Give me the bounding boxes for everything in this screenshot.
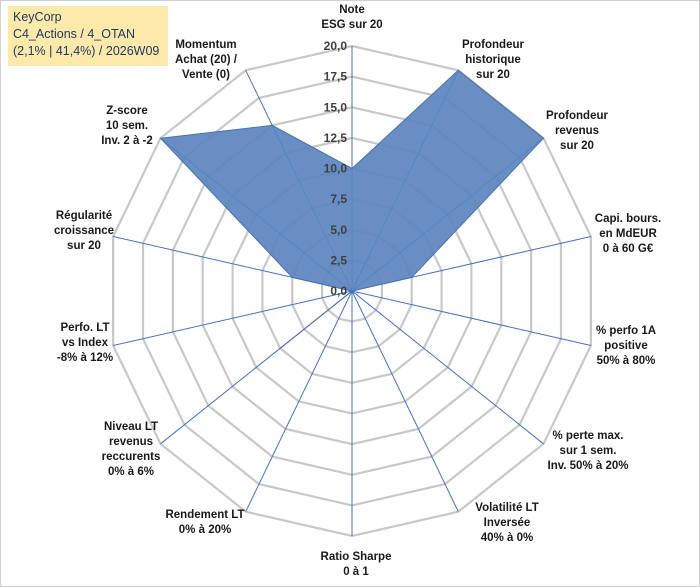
category-label: Volatilité LT Inversée 40% à 0% (475, 502, 538, 544)
category-label: Niveau LT revenus reccurents 0% à 6% (102, 421, 161, 478)
category-label-line: positive (604, 340, 647, 352)
tick-label: 12,5 (324, 131, 348, 145)
category-label-line: reccurents (102, 451, 161, 463)
radar-spoke (351, 290, 459, 512)
category-label-line: revenus (555, 125, 599, 137)
category-label-line: Perfo. LT (61, 322, 110, 334)
performance-summary: (2,1% | 41,4%) / 2026W09 (13, 44, 160, 58)
category-label-line: Note (339, 4, 365, 16)
category-label-line: Inversée (484, 517, 531, 529)
radar-spoke (112, 290, 353, 346)
company-name: KeyCorp (13, 10, 62, 24)
category-label-line: 0 à 60 G€ (603, 243, 654, 255)
portfolio-path: C4_Actions / 4_OTAN (13, 27, 136, 41)
category-label-line: Capi. bours. (595, 213, 661, 225)
category-label: Note ESG sur 20 (321, 4, 382, 31)
category-label-line: Inv. 50% à 20% (548, 460, 629, 472)
category-label-line: ESG sur 20 (321, 19, 382, 31)
category-label-line: Volatilité LT (475, 502, 538, 514)
tick-label: 5,0 (330, 223, 347, 237)
chart-header: KeyCorp C4_Actions / 4_OTAN (2,1% | 41,4… (8, 6, 168, 66)
category-label-line: Régularité (56, 210, 112, 222)
radar-spoke (351, 290, 592, 346)
category-label-line: Achat (20) / (175, 54, 238, 66)
category-label-line: Profondeur (462, 39, 524, 51)
category-label-line: 0% à 6% (108, 466, 154, 478)
category-label-line: Niveau LT (104, 421, 158, 433)
category-label-line: revenus (109, 436, 153, 448)
category-label-line: sur 20 (67, 240, 101, 252)
category-label: Capi. bours. en MdEUR 0 à 60 G€ (595, 213, 661, 255)
category-label-line: historique (465, 54, 521, 66)
category-label-line: Inv. 2 à -2 (101, 135, 153, 147)
tick-label: 10,0 (324, 162, 348, 176)
category-label: Z-score 10 sem. Inv. 2 à -2 (101, 105, 153, 147)
category-label: % perfo 1A positive 50% à 80% (596, 325, 656, 367)
category-label: Profondeur historique sur 20 (462, 39, 524, 81)
category-label-line: vs Index (62, 337, 109, 349)
category-label: % perte max. sur 1 sem. Inv. 50% à 20% (548, 430, 629, 472)
category-label-line: 0 à 1 (343, 566, 369, 578)
tick-label: 20,0 (324, 39, 348, 53)
category-label-line: 0% à 20% (179, 524, 231, 536)
category-label-line: -8% à 12% (57, 352, 113, 364)
category-label: Profondeur revenus sur 20 (546, 110, 608, 152)
category-label: Rendement LT 0% à 20% (165, 509, 244, 536)
category-label-line: Momentum (175, 39, 236, 51)
category-label-line: Z-score (106, 105, 148, 117)
category-label: Ratio Sharpe 0 à 1 (321, 551, 392, 578)
radar-spoke (245, 290, 353, 512)
category-label-line: 50% à 80% (597, 355, 656, 367)
category-label-line: % perte max. (553, 430, 624, 442)
tick-label: 17,5 (324, 70, 348, 84)
category-label-line: en MdEUR (599, 228, 657, 240)
tick-label: 2,5 (330, 253, 347, 267)
category-label-line: Ratio Sharpe (321, 551, 392, 563)
tick-label: 0,0 (330, 284, 347, 298)
category-label-line: Rendement LT (165, 509, 244, 521)
category-label-line: Vente (0) (182, 69, 230, 81)
category-label-line: Profondeur (546, 110, 608, 122)
tick-label: 15,0 (324, 100, 348, 114)
radar-spoke (351, 290, 544, 445)
tick-label: 7,5 (330, 192, 347, 206)
category-label-line: sur 20 (476, 69, 510, 81)
category-label: Perfo. LT vs Index -8% à 12% (57, 322, 113, 364)
category-label: Régularité croissance sur 20 (54, 210, 114, 252)
category-label-line: croissance (54, 225, 114, 237)
category-label: Momentum Achat (20) / Vente (0) (175, 39, 238, 81)
category-label-line: % perfo 1A (596, 325, 656, 337)
category-label-line: 40% à 0% (481, 532, 533, 544)
category-label-line: sur 1 sem. (560, 445, 617, 457)
radial-tick-labels: 0,0 2,5 5,0 7,5 10,0 12,5 15,0 17,5 20,0 (324, 39, 348, 298)
category-labels: Note ESG sur 20 Profondeur historique sur 20… (54, 4, 661, 578)
category-label-line: 10 sem. (106, 120, 148, 132)
radar-series (159, 69, 545, 349)
category-label-line: sur 20 (560, 140, 594, 152)
